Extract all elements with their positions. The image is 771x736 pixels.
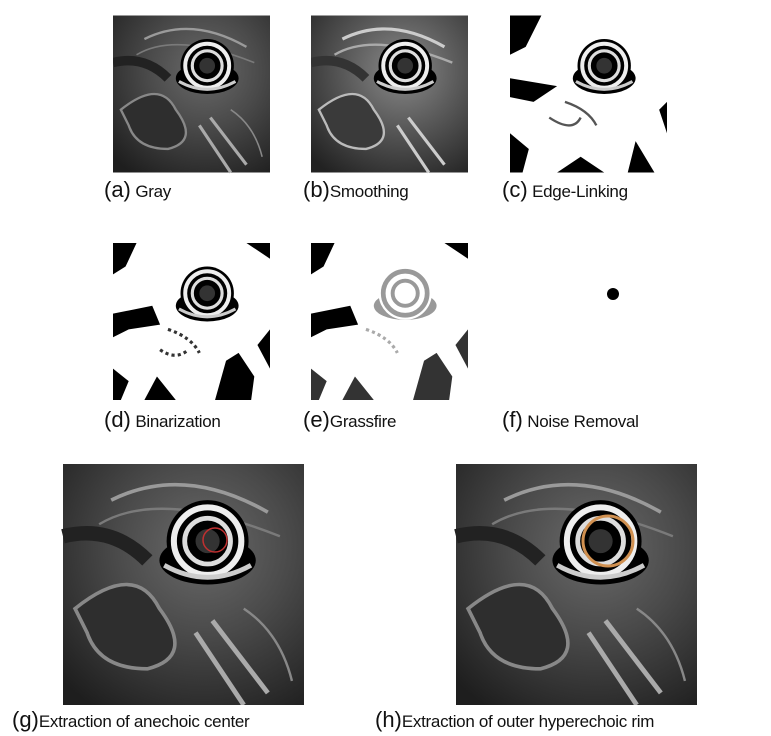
panel-label: (d) bbox=[104, 407, 131, 432]
caption: (h)Extraction of outer hyperechoic rim bbox=[375, 707, 654, 732]
caption: (e)Grassfire bbox=[303, 407, 396, 432]
panel-label: (a) bbox=[104, 177, 131, 202]
panel-caption: Binarization bbox=[135, 412, 220, 431]
panel-image bbox=[311, 243, 468, 400]
overlay bbox=[581, 514, 635, 568]
panel-label: (e) bbox=[303, 407, 330, 432]
panel-caption: Smoothing bbox=[330, 182, 409, 201]
overlay bbox=[202, 527, 228, 553]
panel-image bbox=[456, 464, 697, 705]
panel-image bbox=[311, 16, 468, 173]
panel-label: (f) bbox=[502, 407, 523, 432]
caption: (g)Extraction of anechoic center bbox=[12, 707, 250, 732]
panel-caption: Extraction of anechoic center bbox=[39, 712, 250, 731]
panel-label: (c) bbox=[502, 177, 528, 202]
panel-caption: Grassfire bbox=[330, 412, 396, 431]
panel-image bbox=[510, 16, 667, 173]
caption: (b)Smoothing bbox=[303, 177, 408, 202]
panel-label: (h) bbox=[375, 707, 402, 732]
panel-image bbox=[113, 243, 270, 400]
panel-caption: Extraction of outer hyperechoic rim bbox=[402, 712, 654, 731]
panel-image bbox=[607, 288, 619, 300]
caption: (a) Gray bbox=[104, 177, 172, 202]
panel-image bbox=[63, 464, 304, 705]
panel-caption: Noise Removal bbox=[527, 412, 638, 431]
panel-label: (g) bbox=[12, 707, 39, 732]
panel-caption: Edge-Linking bbox=[532, 182, 628, 201]
caption: (d) Binarization bbox=[104, 407, 221, 432]
panel-label: (b) bbox=[303, 177, 330, 202]
panel-caption: Gray bbox=[135, 182, 171, 201]
caption: (f) Noise Removal bbox=[502, 407, 639, 432]
panel-image bbox=[113, 16, 270, 173]
caption: (c) Edge-Linking bbox=[502, 177, 628, 202]
